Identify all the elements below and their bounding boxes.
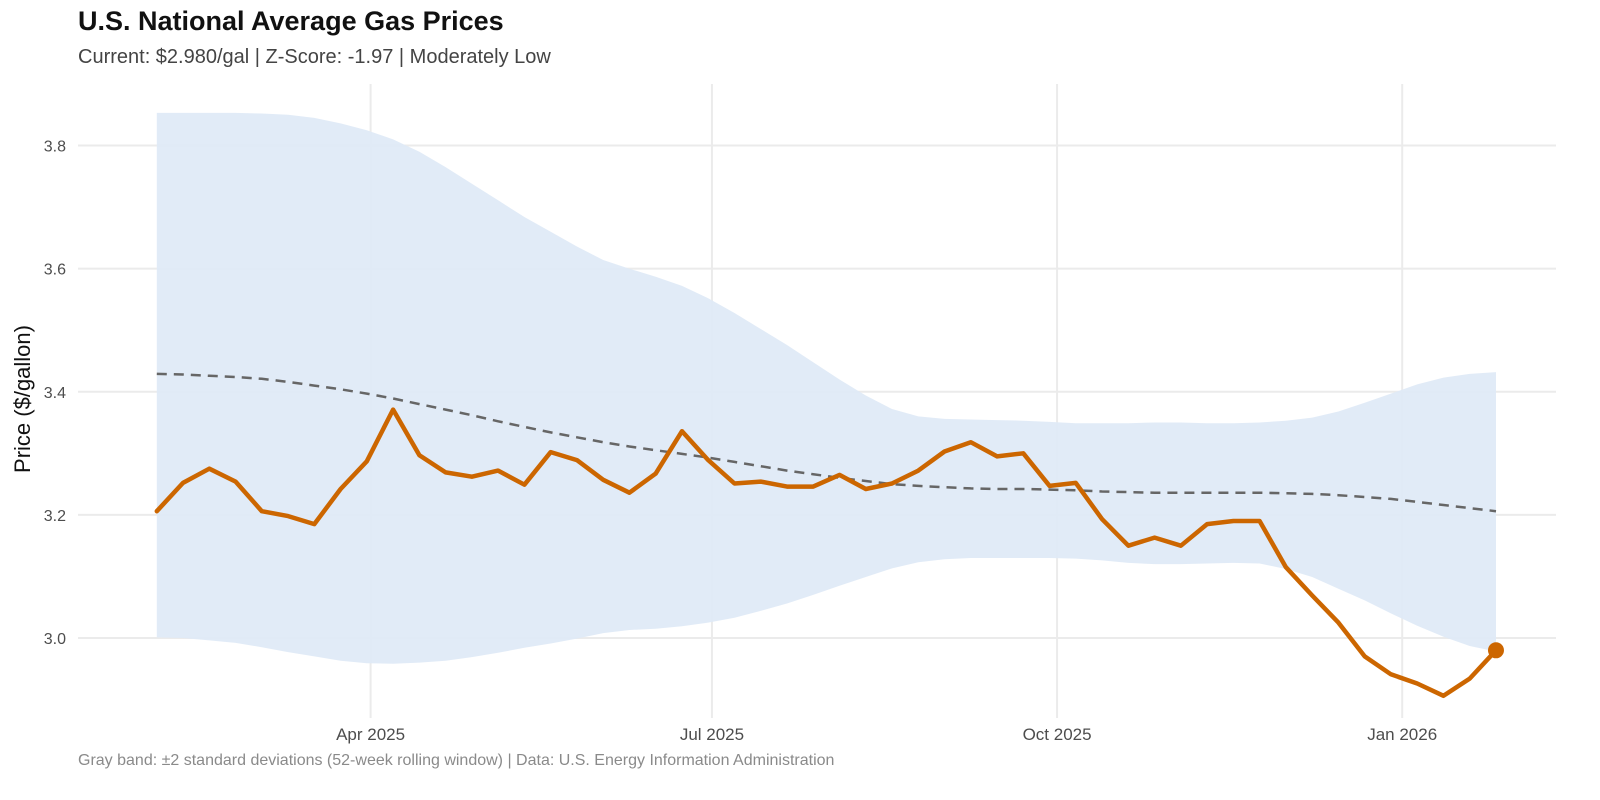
band-layer	[156, 112, 1496, 664]
price-line	[154, 407, 1499, 699]
chart-title: U.S. National Average Gas Prices	[78, 6, 504, 36]
chart-subtitle: Current: $2.980/gal | Z-Score: -1.97 | M…	[78, 46, 551, 68]
std-dev-band	[156, 112, 1496, 664]
price-layer	[154, 407, 1504, 699]
y-tick-label: 3.4	[44, 385, 66, 402]
chart-caption: Gray band: ±2 standard deviations (52-we…	[78, 752, 835, 769]
mean-layer	[156, 372, 1497, 513]
current-price-point	[1487, 642, 1504, 659]
rolling-mean-line	[156, 372, 1497, 513]
x-tick-label: Oct 2025	[1023, 725, 1092, 744]
y-tick-label: 3.6	[44, 262, 66, 279]
x-tick-label: Jul 2025	[680, 725, 744, 744]
y-tick-label: 3.0	[44, 631, 66, 648]
y-axis-label: Price ($/gallon)	[10, 325, 35, 473]
x-tick-label: Apr 2025	[336, 725, 405, 744]
x-tick-label: Jan 2026	[1367, 725, 1437, 744]
axis-layer: 3.0 3.2 3.4 3.6 3.8 Apr 2025 Jul 2025 Oct 2025 J…	[44, 139, 1437, 744]
y-tick-label: 3.8	[44, 139, 66, 156]
y-tick-label: 3.2	[44, 508, 66, 525]
